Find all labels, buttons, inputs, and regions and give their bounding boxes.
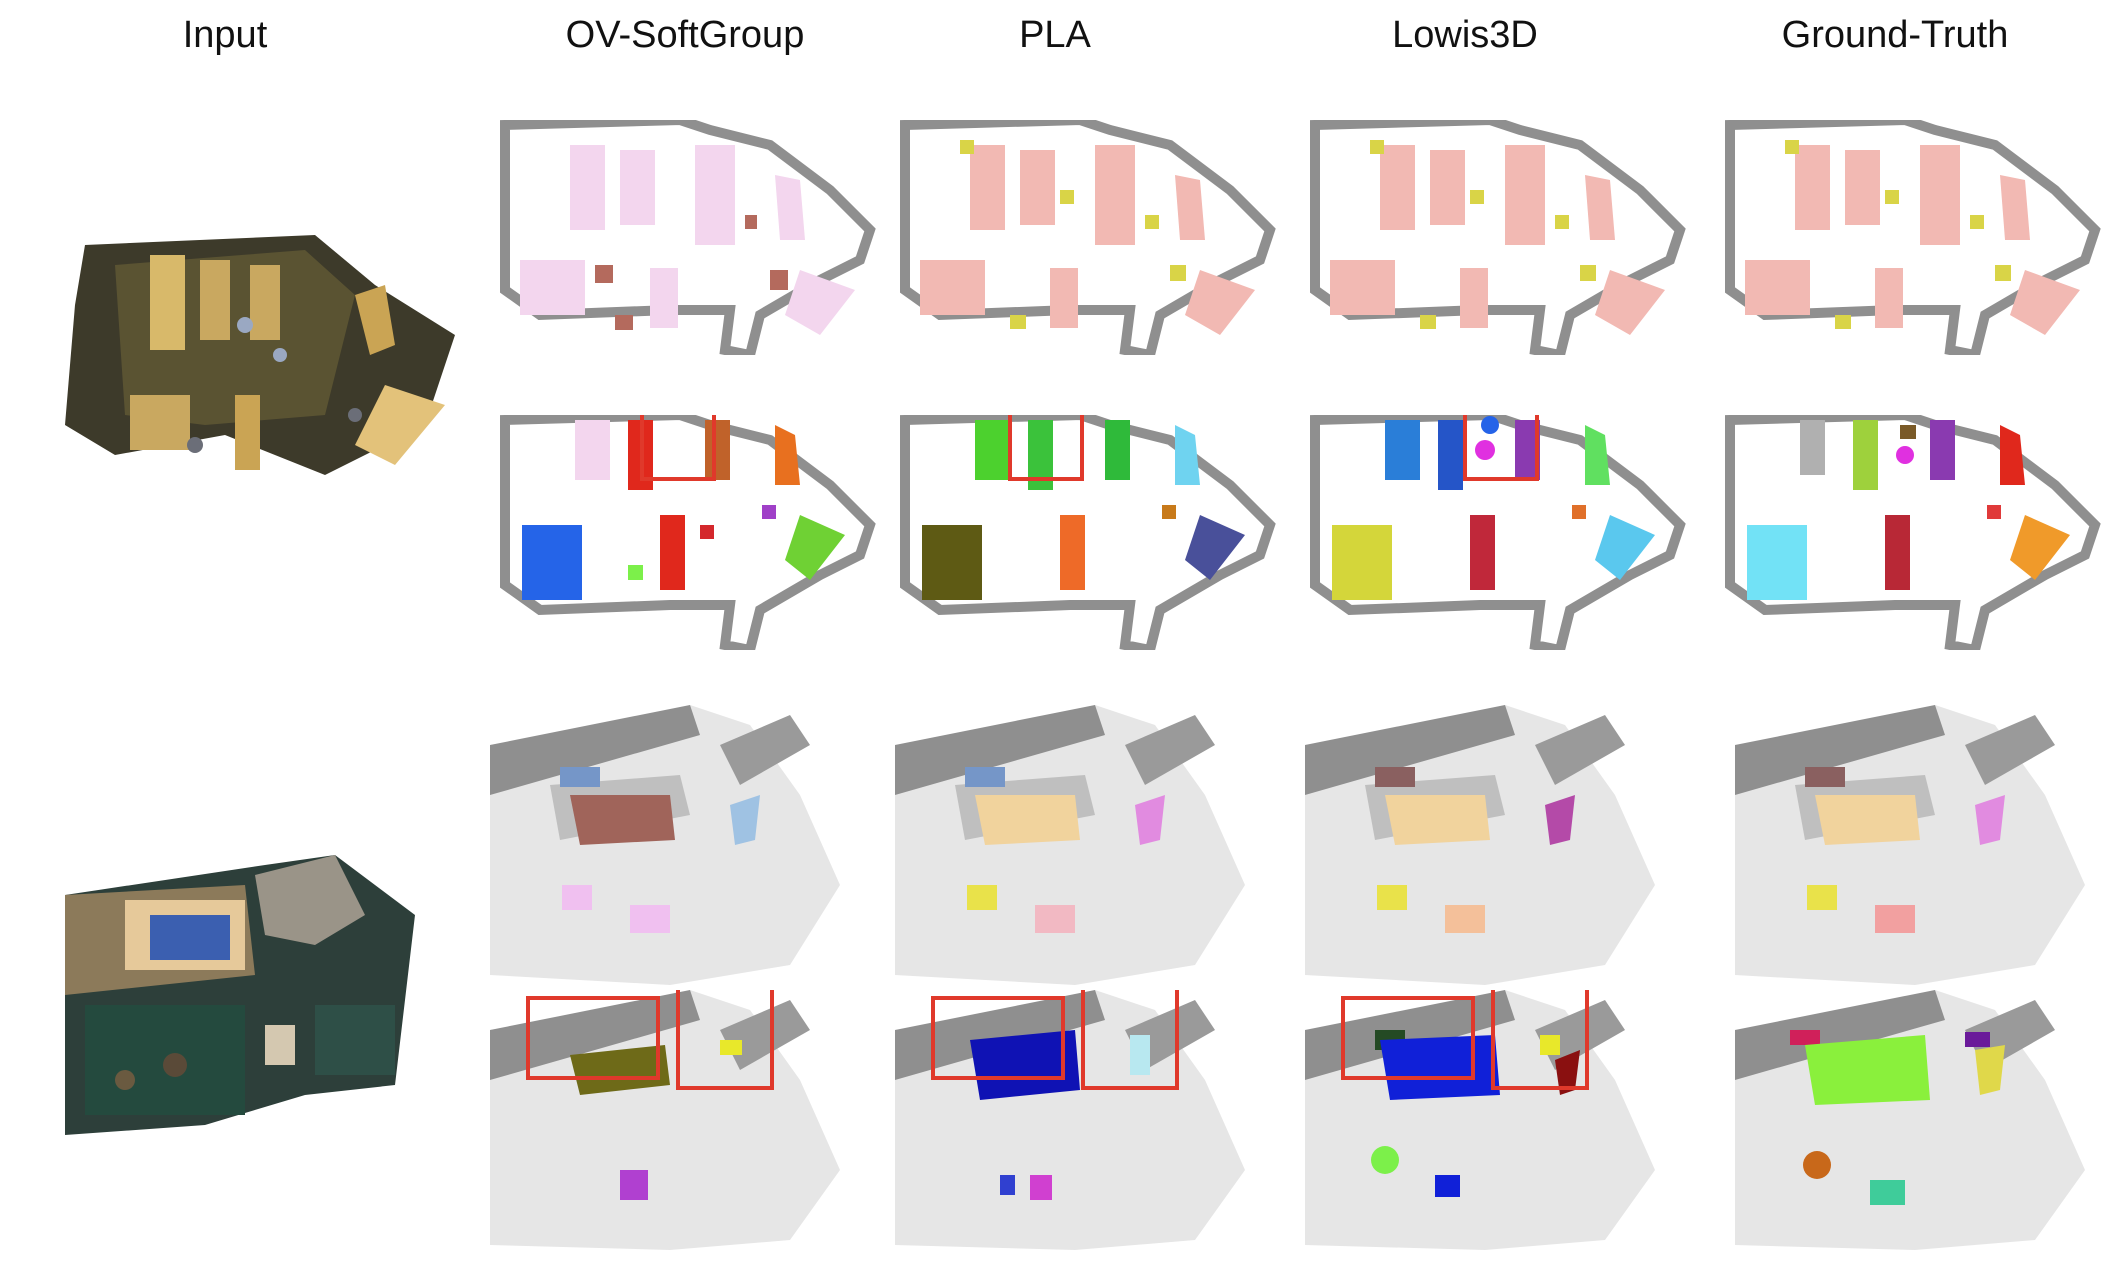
scene2-pla-semantic	[895, 705, 1255, 985]
highlight-box	[640, 415, 716, 481]
scene2-ground-truth-semantic	[1735, 705, 2095, 985]
scene1-ov-softgroup-instance	[500, 415, 880, 650]
scene2-lowis3d-instance	[1305, 990, 1665, 1250]
scene2-ov-softgroup-semantic	[490, 705, 850, 985]
scene1-lowis3d-semantic	[1310, 120, 1690, 355]
column-title-pla: PLA	[1019, 14, 1091, 56]
scene1-pla-instance	[900, 415, 1280, 650]
scene1-pla-semantic	[900, 120, 1280, 355]
scene2-ground-truth-instance	[1735, 990, 2095, 1250]
scene1-ov-softgroup-semantic	[500, 120, 880, 355]
column-title-lowis3d: Lowis3D	[1392, 14, 1538, 56]
scene2-pla-instance	[895, 990, 1255, 1250]
scene1-lowis3d-instance	[1310, 415, 1690, 650]
column-title-ov-softgroup: OV-SoftGroup	[565, 14, 805, 56]
column-title-ground-truth: Ground-Truth	[1781, 14, 2009, 56]
input-image-scene-1	[55, 225, 460, 525]
column-title-input: Input	[182, 14, 268, 56]
scene2-ov-softgroup-instance	[490, 990, 850, 1250]
input-image-scene-2	[65, 855, 420, 1135]
scene2-lowis3d-semantic	[1305, 705, 1665, 985]
scene1-ground-truth-instance	[1725, 415, 2105, 650]
scene1-ground-truth-semantic	[1725, 120, 2105, 355]
